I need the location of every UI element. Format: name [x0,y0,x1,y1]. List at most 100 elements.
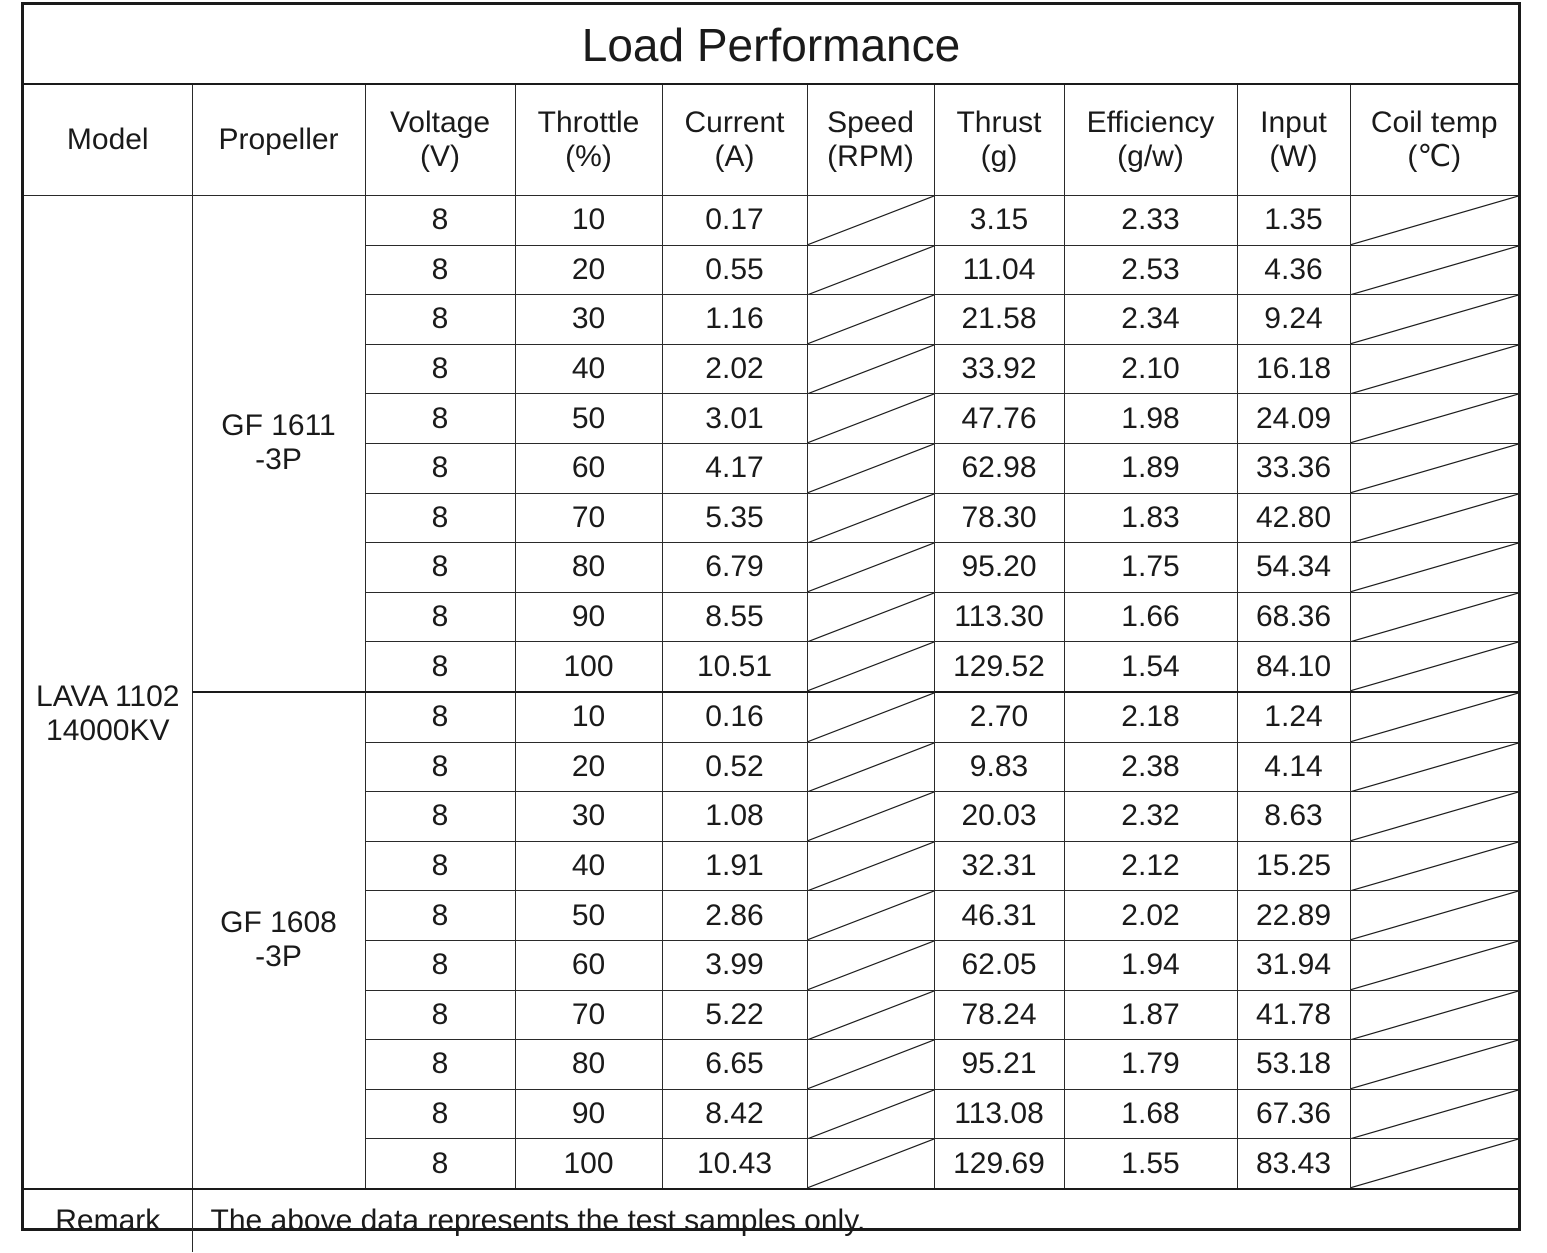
slash-mark [1351,295,1519,344]
speed-cell-empty [806,542,935,593]
slash-mark [1351,444,1519,493]
slash-mark [808,842,934,891]
throttle-cell: 30 [514,294,663,345]
efficiency-cell: 2.12 [1063,840,1238,892]
throttle-cell: 50 [514,393,663,444]
throttle-cell: 20 [514,244,663,296]
slash-mark [808,345,934,394]
slash-mark [808,642,934,691]
header-propeller: Propeller [191,85,366,196]
throttle-cell: 70 [514,492,663,544]
input-cell: 22.89 [1236,890,1351,941]
thrust-cell: 33.92 [933,343,1065,395]
load-performance-sheet: Load Performance Model Propeller Voltage… [21,2,1521,1252]
current-cell: 10.51 [661,641,808,693]
input-cell: 8.63 [1236,791,1351,842]
thrust-cell: 62.98 [933,442,1065,494]
input-cell: 41.78 [1236,989,1351,1041]
table-row: 8 40 1.91 32.31 2.12 15.25 [24,840,1518,892]
efficiency-cell: 2.32 [1063,791,1238,842]
throttle-cell: 100 [514,641,663,693]
table-row: 8 80 6.79 95.20 1.75 54.34 [24,542,1519,593]
speed-cell-empty [806,890,935,941]
header-voltage: Voltage (V) [364,85,516,196]
speed-cell-empty [806,1088,935,1140]
header-coil-temp: Coil temp (℃) [1349,85,1518,196]
speed-cell-empty [806,989,935,1041]
speed-cell-empty [806,1039,935,1090]
current-cell: 1.91 [661,840,808,892]
throttle-cell: 50 [514,890,663,941]
current-cell: 4.17 [661,442,808,494]
throttle-cell: 100 [514,1138,663,1190]
coil-temp-cell-empty [1349,442,1519,494]
coil-temp-cell-empty [1349,890,1518,941]
current-cell: 6.65 [661,1039,808,1090]
remark-row: Remark The above data represents the test… [24,1187,1518,1252]
speed-cell-empty [806,591,935,643]
input-cell: 9.24 [1236,294,1351,345]
thrust-cell: 47.76 [933,393,1065,444]
current-cell: 3.01 [661,393,808,444]
efficiency-cell: 1.83 [1063,492,1238,544]
speed-cell-empty [806,939,935,991]
performance-table: Model Propeller Voltage (V) Throttle (%) C… [24,85,1518,1252]
throttle-cell: 40 [514,840,663,892]
current-cell: 0.16 [661,690,808,743]
slash-mark [808,991,934,1040]
slash-mark [1351,693,1519,742]
input-cell: 1.35 [1236,195,1351,246]
speed-cell-empty [806,343,935,395]
input-cell: 24.09 [1236,393,1351,444]
coil-temp-cell-empty [1349,195,1518,246]
slash-mark [1351,743,1519,792]
voltage-cell: 8 [365,989,516,1041]
voltage-cell: 8 [364,690,516,743]
slash-mark [808,543,934,592]
voltage-cell: 8 [364,195,516,246]
slash-mark [808,792,934,841]
efficiency-cell: 1.94 [1063,939,1238,991]
coil-temp-cell-empty [1349,641,1518,693]
coil-temp-cell-empty [1349,791,1518,842]
slash-mark [808,295,934,344]
speed-cell-empty [806,442,935,494]
coil-temp-cell-empty [1349,989,1519,1041]
page-title: Load Performance [24,5,1518,85]
thrust-cell: 21.58 [933,294,1065,345]
slash-mark [1351,543,1519,592]
throttle-cell: 40 [514,343,663,395]
efficiency-cell: 1.89 [1063,442,1238,494]
input-cell: 15.25 [1236,840,1351,892]
coil-temp-cell-empty [1349,343,1518,395]
efficiency-cell: 1.98 [1063,393,1238,444]
input-cell: 33.36 [1236,442,1351,494]
efficiency-cell: 2.34 [1063,294,1238,345]
table-row: 8 70 5.22 78.24 1.87 41.78 [24,989,1519,1041]
efficiency-cell: 1.75 [1063,542,1238,593]
input-cell: 4.36 [1236,244,1351,296]
slash-mark [1351,991,1519,1040]
efficiency-cell: 1.79 [1063,1039,1238,1090]
thrust-cell: 3.15 [933,195,1065,246]
speed-cell-empty [806,393,935,444]
header-current: Current (A) [661,85,808,196]
current-cell: 6.79 [661,542,808,593]
speed-cell-empty [806,492,935,544]
current-cell: 8.55 [661,591,808,643]
speed-cell-empty [806,1138,935,1190]
table-row: 8 90 8.42 113.08 1.68 67.36 [24,1088,1518,1140]
coil-temp-cell-empty [1349,591,1518,643]
speed-cell-empty [806,741,935,793]
speed-cell-empty [806,791,935,842]
throttle-cell: 80 [514,542,663,593]
propeller-cell: GF 1611 -3P [191,194,366,693]
speed-cell-empty [806,244,935,296]
efficiency-cell: 2.38 [1063,741,1238,793]
throttle-cell: 10 [514,690,663,743]
table-row: 8 70 5.35 78.30 1.83 42.80 [24,492,1518,544]
speed-cell-empty [806,195,935,246]
slash-mark [808,494,934,543]
table-row: 8 50 3.01 47.76 1.98 24.09 [24,393,1518,444]
thrust-cell: 113.08 [933,1088,1065,1140]
